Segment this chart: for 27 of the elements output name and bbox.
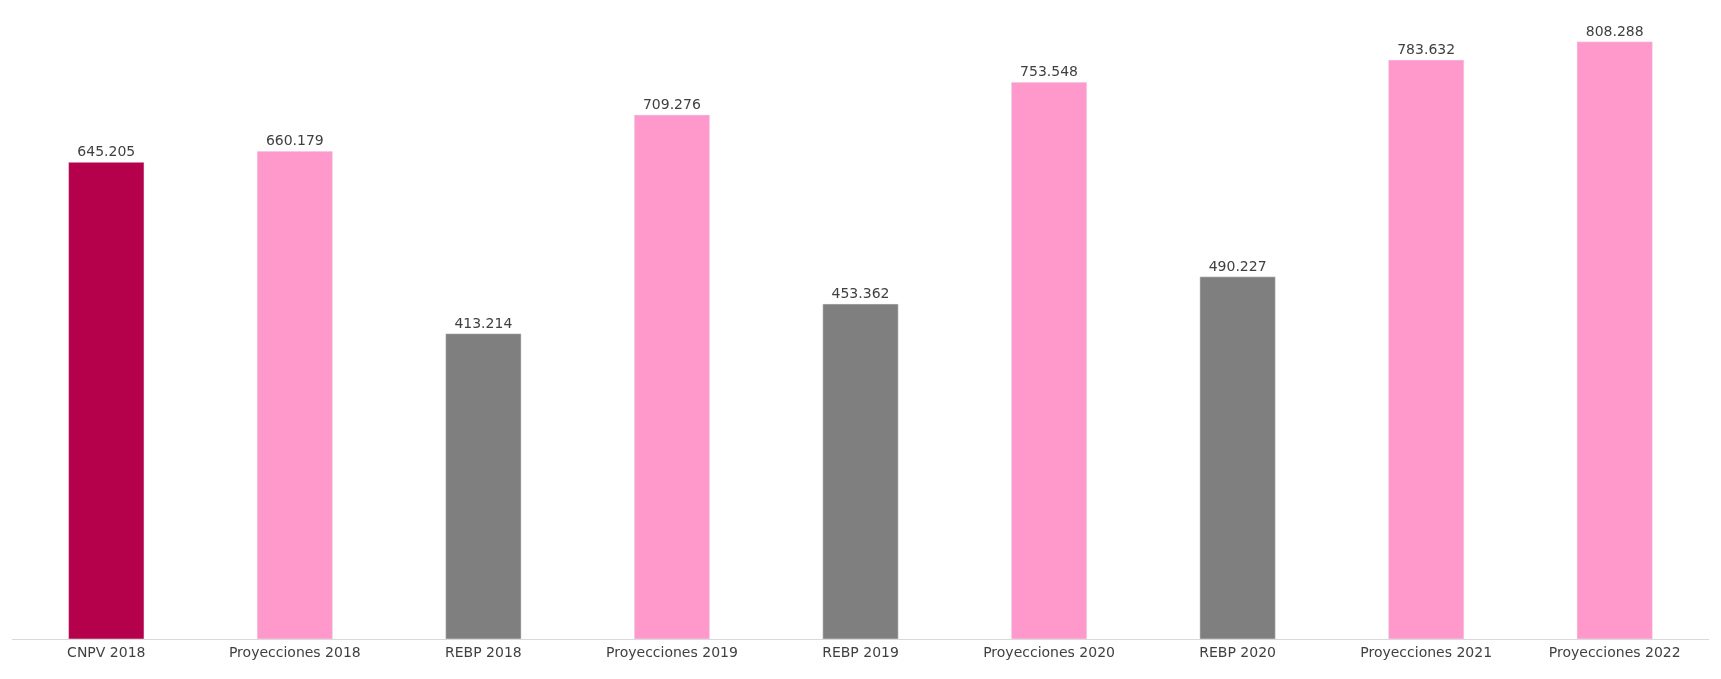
data-label: 645.205 bbox=[77, 143, 136, 160]
x-tick-label: REBP 2018 bbox=[445, 643, 522, 660]
bar bbox=[1011, 82, 1088, 639]
data-label: 453.362 bbox=[831, 285, 890, 302]
x-tick-label: REBP 2019 bbox=[822, 643, 899, 660]
bar bbox=[1388, 59, 1465, 639]
x-tick-label: Proyecciones 2022 bbox=[1548, 643, 1681, 660]
bar bbox=[256, 150, 333, 639]
x-tick-label: Proyecciones 2018 bbox=[228, 643, 361, 660]
bar bbox=[633, 114, 710, 639]
data-label: 753.548 bbox=[1020, 63, 1079, 80]
x-tick-label: Proyecciones 2020 bbox=[983, 643, 1115, 660]
bar bbox=[68, 162, 145, 639]
x-tick-label: CNPV 2018 bbox=[67, 643, 146, 660]
bar bbox=[822, 303, 899, 639]
bar bbox=[1199, 276, 1276, 639]
x-tick-label: Proyecciones 2019 bbox=[606, 643, 738, 660]
data-label: 660.179 bbox=[265, 132, 324, 149]
x-tick-label: Proyecciones 2021 bbox=[1360, 643, 1493, 660]
bar bbox=[1576, 41, 1653, 639]
data-label: 709.276 bbox=[642, 95, 701, 112]
data-label: 413.214 bbox=[454, 314, 513, 331]
data-label: 808.288 bbox=[1585, 22, 1644, 39]
bar bbox=[445, 333, 522, 639]
x-tick-label: REBP 2020 bbox=[1199, 643, 1276, 660]
data-label: 490.227 bbox=[1208, 257, 1267, 274]
data-label: 783.632 bbox=[1397, 41, 1456, 58]
